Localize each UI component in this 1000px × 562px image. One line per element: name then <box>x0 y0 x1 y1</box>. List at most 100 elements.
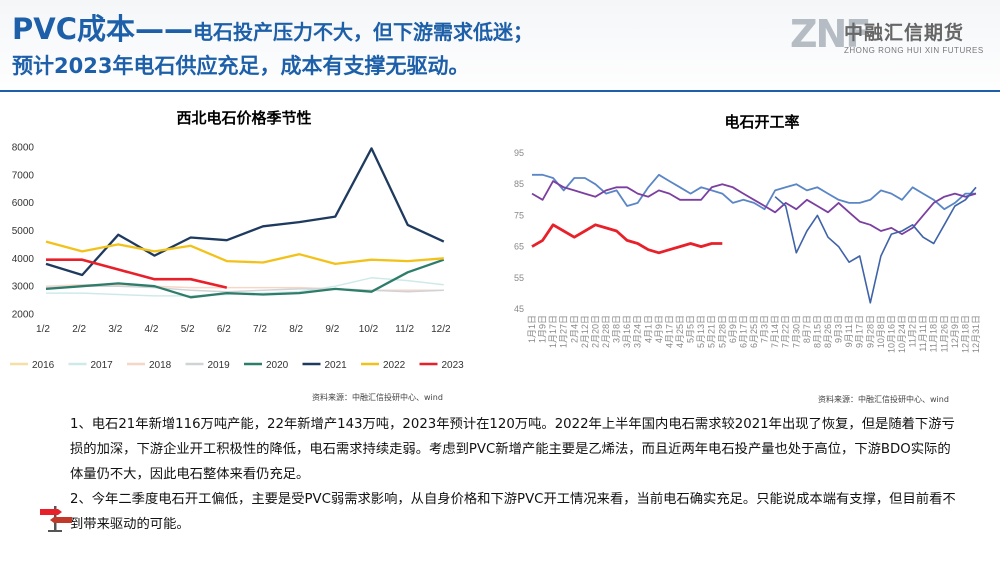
chart2-xtick: 5月5日 <box>686 315 696 343</box>
chart1-xtick: 12/2 <box>431 324 451 335</box>
chart1-title: 西北电石价格季节性 <box>176 109 311 127</box>
chart2-xtick: 4月25日 <box>675 315 685 348</box>
chart2-xtick: 11月26日 <box>939 315 949 352</box>
chart1-xtick: 4/2 <box>145 324 159 335</box>
source-note-left: 资料来源：中融汇信投研中心、wind <box>312 393 443 402</box>
chart1-xtick: 3/2 <box>108 324 122 335</box>
chart2-xtick: 11月2日 <box>908 315 918 347</box>
chart1-ytick: 4000 <box>12 254 35 265</box>
chart2-xtick: 10月16日 <box>886 315 896 353</box>
chart1-series-2020 <box>45 258 445 299</box>
chart2-xtick: 3月8日 <box>612 315 622 343</box>
chart2-title: 电石开工率 <box>724 113 799 131</box>
chart2-xtick: 1月27日 <box>559 315 569 348</box>
chart1-ytick: 6000 <box>12 198 35 209</box>
chart2-xtick: 8月26日 <box>823 315 833 348</box>
chart2-xtick: 6月9日 <box>728 315 738 343</box>
chart2-ytick: 95 <box>514 148 524 158</box>
chart2-xtick: 1月9日 <box>538 315 548 343</box>
chart2-ytick: 75 <box>514 210 524 220</box>
chart2-xtick: 4月17日 <box>664 315 674 348</box>
chart2-xtick: 6月17日 <box>738 315 748 348</box>
chart1-xtick: 2/2 <box>72 324 86 335</box>
chart2-xtick: 9月3日 <box>834 315 844 343</box>
chart1-series-2023 <box>46 258 228 289</box>
chart1-ytick: 8000 <box>12 143 35 154</box>
paragraph-1: 1、电石21年新增116万吨产能，22年新增产143万吨，2023年预计在120… <box>70 417 955 482</box>
chart2-series-3 <box>531 223 723 255</box>
company-logo: ZNF 中融汇信期货 ZHONG RONG HUI XIN FUTURES <box>790 12 990 68</box>
chart1-ytick: 7000 <box>12 170 35 181</box>
chart2-xtick: 7月3日 <box>760 315 770 343</box>
chart2-xtick: 1月1日 <box>527 315 537 343</box>
title-main: PVC成本—— <box>12 12 193 46</box>
chart1-legend-label: 2022 <box>383 360 406 371</box>
chart2-xtick: 7月30日 <box>791 315 801 348</box>
chart2-xtick: 11月18日 <box>929 315 939 352</box>
logo-name-en: ZHONG RONG HUI XIN FUTURES <box>844 46 984 55</box>
chart2-xtick: 3月16日 <box>622 315 632 348</box>
chart2-xtick: 8月15日 <box>812 315 822 348</box>
chart2-ytick: 65 <box>514 242 524 252</box>
chart1-series-2019 <box>45 285 444 293</box>
chart1-legend-label: 2023 <box>442 360 465 371</box>
chart1-xtick: 9/2 <box>325 324 339 335</box>
chart1-legend-label: 2019 <box>208 360 231 371</box>
chart1-xtick: 10/2 <box>359 324 379 335</box>
paragraph-2: 2、今年二季度电石开工偏低，主要是受PVC弱需求影响，从自身价格和下游PVC开工… <box>70 492 956 532</box>
chart2-xtick: 3月24日 <box>633 315 643 348</box>
chart1-series-2022 <box>45 240 444 266</box>
chart2-xtick: 2月12日 <box>580 315 590 348</box>
chart1-xtick: 5/2 <box>181 324 195 335</box>
chart1-xtick: 6/2 <box>217 324 231 335</box>
chart1-legend-label: 2020 <box>266 360 289 371</box>
source-note-right: 资料来源：中融汇信投研中心、wind <box>818 395 949 404</box>
chart2-xtick: 5月21日 <box>707 315 717 348</box>
chart1-ytick: 5000 <box>12 226 35 237</box>
chart2-xtick: 10月8日 <box>876 315 886 348</box>
chart2-xtick: 12月31日 <box>971 315 981 353</box>
title-sub: 电石投产压力不大，但下游需求低迷； <box>192 20 533 44</box>
chart-price-seasonal: 西北电石价格季节性 8000 7000 6000 5000 4000 3000 20001/2… <box>10 109 465 371</box>
chart2-xtick: 9月28日 <box>865 315 875 348</box>
title-divider <box>0 90 1000 92</box>
chart2-xtick: 9月17日 <box>855 315 865 348</box>
chart1-legend-label: 2017 <box>91 360 114 371</box>
logo-name-cn: 中融汇信期货 <box>844 22 965 44</box>
chart1-legend-label: 2016 <box>32 360 55 371</box>
logo-mark: ZNF <box>790 12 871 56</box>
chart2-xtick: 11月11日 <box>918 315 928 352</box>
chart2-xtick: 4月1日 <box>643 315 653 343</box>
chart1-legend-label: 2018 <box>149 360 172 371</box>
chart2-xtick: 2月28日 <box>601 315 611 348</box>
chart2-xtick: 5月13日 <box>696 315 706 348</box>
chart2-xtick: 10月24日 <box>897 315 907 353</box>
chart2-ytick: 45 <box>514 304 524 314</box>
chart1-legend-label: 2021 <box>325 360 348 371</box>
chart1-xtick: 11/2 <box>395 324 414 335</box>
body-text: 1、电石21年新增116万吨产能，22年新增产143万吨，2023年预计在120… <box>70 412 960 537</box>
chart1-ytick: 3000 <box>12 282 35 293</box>
chart2-series-0 <box>532 173 976 211</box>
chart2-series-1 <box>531 180 977 235</box>
chart1-xtick: 8/2 <box>289 324 303 335</box>
page-title: PVC成本——电石投产压力不大，但下游需求低迷； 预计2023年电石供应充足，成… <box>12 6 732 80</box>
chart2-xtick: 2月4日 <box>569 315 579 343</box>
chart2-xtick: 4月9日 <box>654 315 664 343</box>
chart1-xtick: 7/2 <box>253 324 267 335</box>
chart2-ytick: 55 <box>514 273 524 283</box>
chart2-xtick: 6月25日 <box>749 315 759 348</box>
chart1-series-2021 <box>45 147 445 277</box>
chart2-xtick: 1月17日 <box>548 315 558 348</box>
chart2-xtick: 7月14日 <box>770 315 780 348</box>
chart2-xtick: 5月28日 <box>717 315 727 348</box>
title-line1: PVC成本——电石投产压力不大，但下游需求低迷； <box>12 6 732 48</box>
chart2-xtick: 12月18日 <box>960 315 970 353</box>
chart1-ytick: 2000 <box>12 310 35 321</box>
chart2-xtick: 7月22日 <box>781 315 791 348</box>
chart2-series-2 <box>774 186 977 304</box>
chart2-xtick: 8月7日 <box>802 315 812 343</box>
chart2-xtick: 2月20日 <box>590 315 600 348</box>
